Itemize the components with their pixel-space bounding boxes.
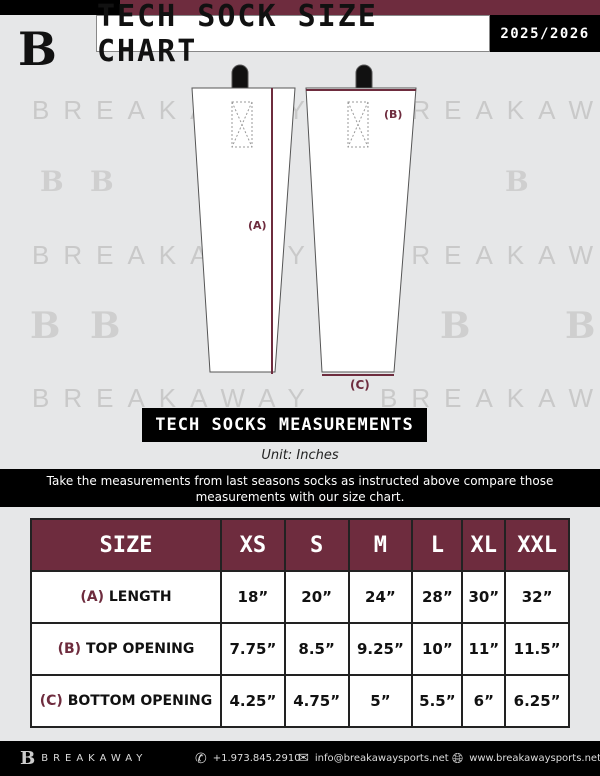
cell: 5.5” [411,674,464,728]
cell: 4.25” [220,674,286,728]
header-size: SIZE [30,518,222,572]
cell: 8.5” [283,622,350,676]
header-s: S [283,518,350,572]
bottom-opening-label: (C) [350,378,370,392]
watermark-logo: B [40,165,64,198]
row-letter: (A) [80,589,105,605]
header-xs: XS [220,518,286,572]
row-label: (A) LENGTH [30,570,222,624]
cell: 7.75” [220,622,286,676]
row-name: LENGTH [108,589,172,605]
header-xxl: XXL [504,518,570,572]
email-icon: ✉ [298,751,309,766]
cell: 28” [411,570,464,624]
cell: 9.25” [347,622,414,676]
watermark-logo: B [505,165,529,198]
cell: 20” [283,570,350,624]
phone-icon: ✆ [195,750,207,767]
table-header-row: SIZE XS S M L XL XXL [30,518,570,572]
row-letter: (B) [57,641,82,657]
row-name: TOP OPENING [85,641,195,657]
brand-logo: B [18,22,57,76]
watermark-logo: B [30,305,61,347]
table-row: (C) BOTTOM OPENING 4.25” 4.75” 5” 5.5” 6… [30,674,570,728]
watermark-logo: B [90,305,121,347]
watermark-text: BREAKAWAY [380,240,600,270]
cell: 10” [411,622,464,676]
footer-logo: B [20,748,36,769]
watermark-logo: B [440,305,471,347]
cell: 32” [504,570,570,624]
cell: 11” [461,622,507,676]
footer-email[interactable]: info@breakawaysports.net [314,753,449,764]
cell: 6” [461,674,507,728]
footer-website[interactable]: www.breakawaysports.net [469,753,600,764]
globe-icon: 🌐︎ [452,750,464,767]
footer: B BREAKAWAY ✆ +1.973.845.2910 ✉ info@bre… [0,741,600,776]
row-letter: (C) [39,693,63,709]
cell: 24” [347,570,414,624]
instructions: Take the measurements from last seasons … [0,469,600,507]
length-label: (A) [248,219,267,232]
table-row: (B) TOP OPENING 7.75” 8.5” 9.25” 10” 11”… [30,622,570,676]
watermark-text: BREAKAWAY [380,95,600,125]
cell: 6.25” [504,674,570,728]
table-row: (A) LENGTH 18” 20” 24” 28” 30” 32” [30,570,570,624]
top-bar-black [0,0,120,15]
cell: 4.75” [283,674,350,728]
header-m: M [347,518,414,572]
cell: 11.5” [504,622,570,676]
unit-label: Unit: Inches [261,448,339,463]
row-name: BOTTOM OPENING [67,693,213,709]
watermark-logo: B [90,165,114,198]
row-label: (C) BOTTOM OPENING [30,674,222,728]
cell: 30” [461,570,507,624]
season-label: 2025/2026 [490,15,600,52]
footer-brand: BREAKAWAY [41,753,148,764]
header-xl: XL [461,518,507,572]
footer-phone[interactable]: +1.973.845.2910 [212,753,301,764]
top-opening-label: (B) [384,108,402,121]
watermark-logo: B [565,305,596,347]
cell: 18” [220,570,286,624]
sock-diagram: (A) (B) (C) [191,64,417,392]
cell: 5” [347,674,414,728]
header-l: L [411,518,464,572]
row-label: (B) TOP OPENING [30,622,222,676]
size-table: SIZE XS S M L XL XXL (A) LENGTH 18” 20” … [30,518,570,728]
section-title: TECH SOCKS MEASUREMENTS [142,408,427,442]
page-title: TECH SOCK SIZE CHART [96,0,490,69]
top-bar-maroon [120,0,600,15]
